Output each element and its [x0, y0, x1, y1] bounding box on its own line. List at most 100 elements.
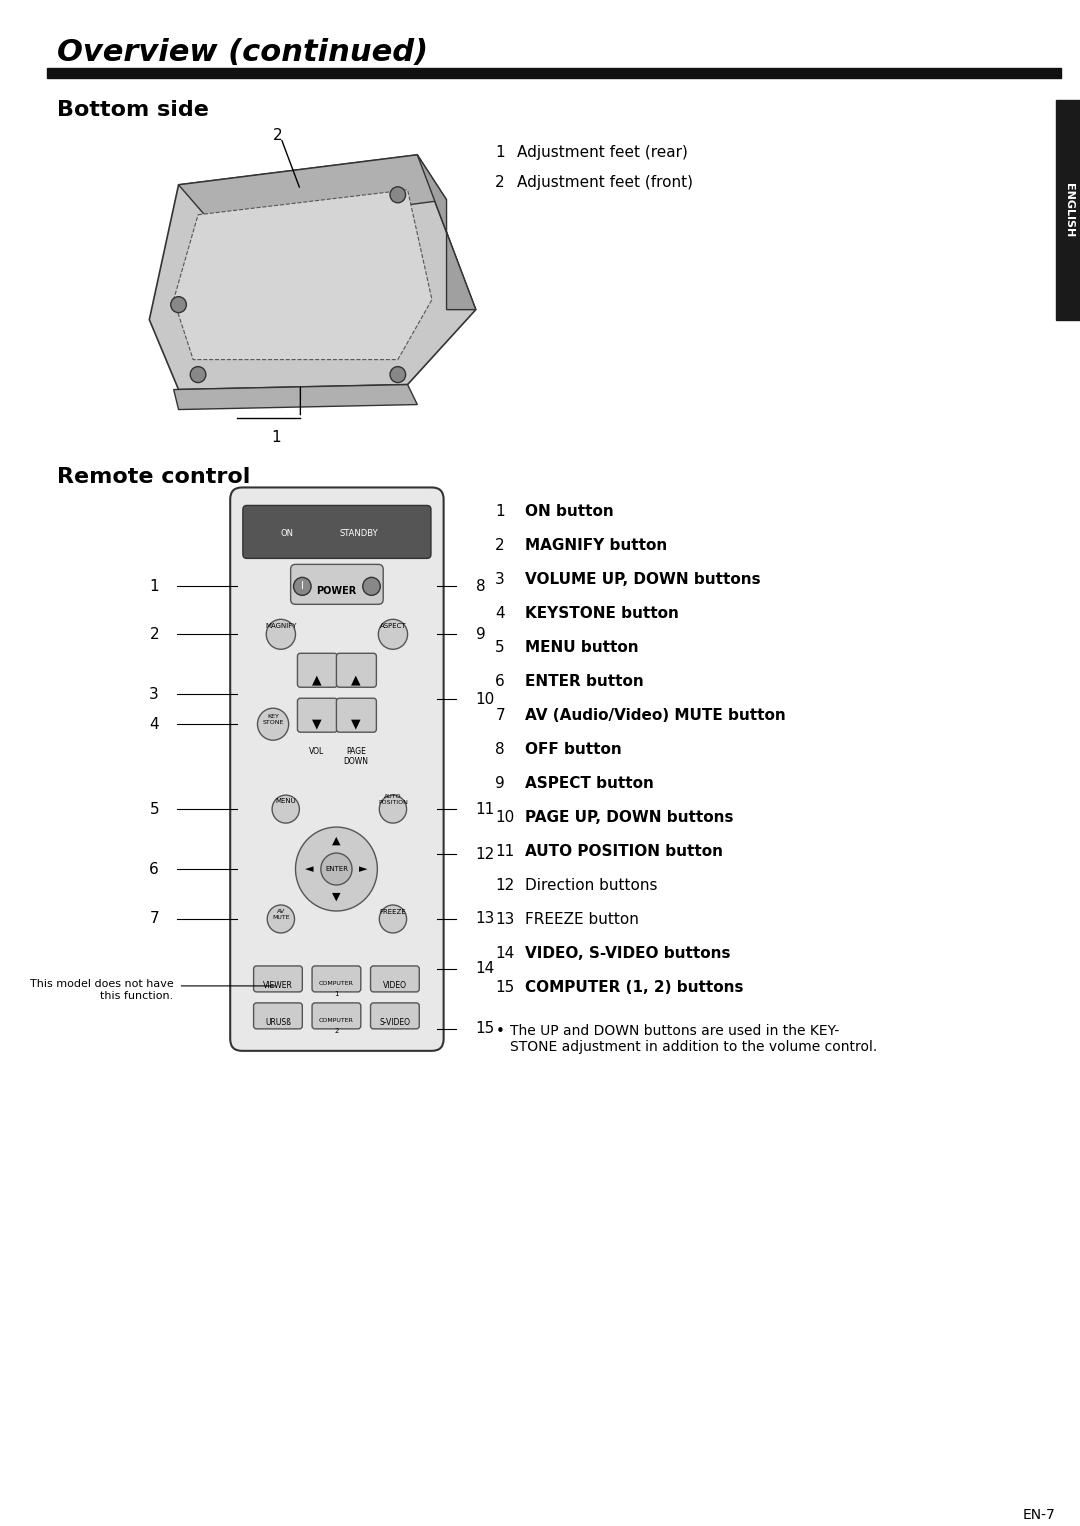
Text: 14: 14 — [476, 961, 495, 977]
Text: 13: 13 — [476, 911, 495, 926]
Text: 12: 12 — [496, 877, 514, 893]
Bar — [48, 69, 1061, 78]
Circle shape — [390, 366, 406, 383]
Circle shape — [379, 905, 406, 932]
Text: 2: 2 — [149, 627, 159, 642]
Text: ▼: ▼ — [333, 893, 340, 902]
Text: ▲: ▲ — [351, 673, 361, 687]
Text: MAGNIFY button: MAGNIFY button — [525, 539, 666, 554]
Text: AUTO POSITION button: AUTO POSITION button — [525, 844, 723, 859]
Circle shape — [379, 795, 406, 823]
Text: OFF button: OFF button — [525, 742, 621, 757]
Text: ►: ► — [360, 864, 368, 874]
Text: 8: 8 — [496, 742, 505, 757]
Text: 15: 15 — [496, 980, 514, 995]
Text: COMPUTER (1, 2) buttons: COMPUTER (1, 2) buttons — [525, 980, 743, 995]
Text: ASPECT button: ASPECT button — [525, 777, 653, 790]
Text: AUTO
POSITION: AUTO POSITION — [378, 794, 408, 804]
Text: COMPUTER: COMPUTER — [319, 981, 354, 986]
Text: AV
MUTE: AV MUTE — [272, 909, 289, 920]
Text: 1: 1 — [496, 145, 505, 160]
Text: 8: 8 — [476, 578, 485, 594]
FancyBboxPatch shape — [254, 966, 302, 992]
Text: The UP and DOWN buttons are used in the KEY-
STONE adjustment in addition to the: The UP and DOWN buttons are used in the … — [510, 1024, 877, 1054]
Text: Remote control: Remote control — [57, 467, 251, 487]
Text: MENU: MENU — [275, 798, 296, 804]
Text: 4: 4 — [496, 606, 505, 621]
FancyBboxPatch shape — [243, 505, 431, 559]
Text: AV (Audio/Video) MUTE button: AV (Audio/Video) MUTE button — [525, 708, 785, 723]
FancyBboxPatch shape — [370, 966, 419, 992]
FancyBboxPatch shape — [370, 1003, 419, 1029]
Text: EN-7: EN-7 — [1023, 1508, 1055, 1523]
Polygon shape — [174, 189, 432, 360]
Text: ENTER button: ENTER button — [525, 674, 644, 690]
Text: ON button: ON button — [525, 505, 613, 519]
Text: ON: ON — [281, 530, 294, 539]
Text: DOWN: DOWN — [343, 757, 368, 766]
Text: 9: 9 — [476, 627, 486, 642]
Text: 12: 12 — [476, 847, 495, 862]
Text: 11: 11 — [496, 844, 514, 859]
Text: Bottom side: Bottom side — [57, 99, 208, 121]
Text: S-VIDEO: S-VIDEO — [379, 1018, 410, 1027]
Text: Overview (continued): Overview (continued) — [57, 38, 428, 67]
FancyBboxPatch shape — [337, 653, 377, 687]
Polygon shape — [417, 154, 476, 310]
Text: URUSß: URUSß — [265, 1018, 291, 1027]
Text: This model does not have
this function.: This model does not have this function. — [30, 978, 174, 1001]
Text: 1: 1 — [334, 990, 339, 996]
Text: VOL: VOL — [309, 748, 325, 757]
Text: ◄: ◄ — [305, 864, 313, 874]
Text: I: I — [301, 581, 303, 592]
Text: 1: 1 — [496, 505, 505, 519]
Circle shape — [321, 853, 352, 885]
Circle shape — [171, 296, 187, 313]
Text: ▲: ▲ — [312, 673, 322, 687]
Text: MENU button: MENU button — [525, 641, 638, 655]
Text: 7: 7 — [149, 911, 159, 926]
Text: Direction buttons: Direction buttons — [525, 877, 657, 893]
FancyBboxPatch shape — [312, 966, 361, 992]
Text: VIDEO: VIDEO — [383, 981, 407, 990]
Polygon shape — [149, 154, 476, 389]
Circle shape — [190, 366, 206, 383]
Polygon shape — [178, 154, 446, 230]
Circle shape — [363, 577, 380, 595]
Text: PAGE UP, DOWN buttons: PAGE UP, DOWN buttons — [525, 810, 733, 826]
Text: 4: 4 — [149, 717, 159, 731]
Text: 5: 5 — [149, 801, 159, 816]
Circle shape — [378, 620, 407, 649]
Text: FREEZE: FREEZE — [379, 909, 406, 916]
Text: ASPECT: ASPECT — [380, 623, 406, 629]
Text: 10: 10 — [496, 810, 514, 826]
Text: FREEZE button: FREEZE button — [525, 913, 638, 926]
Circle shape — [267, 620, 296, 649]
Text: ▼: ▼ — [351, 717, 361, 731]
Text: 1: 1 — [271, 429, 281, 444]
Text: Adjustment feet (rear): Adjustment feet (rear) — [516, 145, 688, 160]
Circle shape — [267, 905, 295, 932]
FancyBboxPatch shape — [297, 653, 337, 687]
Text: •: • — [496, 1024, 504, 1039]
Text: ▼: ▼ — [312, 717, 322, 731]
Circle shape — [390, 186, 406, 203]
Text: VOLUME UP, DOWN buttons: VOLUME UP, DOWN buttons — [525, 572, 760, 588]
Circle shape — [257, 708, 288, 740]
Polygon shape — [174, 385, 417, 409]
Text: ENTER: ENTER — [325, 867, 348, 871]
Text: 3: 3 — [496, 572, 505, 588]
Text: KEY
STONE: KEY STONE — [262, 714, 284, 725]
Text: VIDEO, S-VIDEO buttons: VIDEO, S-VIDEO buttons — [525, 946, 730, 961]
Text: 15: 15 — [476, 1021, 495, 1036]
Text: STANDBY: STANDBY — [339, 530, 378, 539]
Text: 9: 9 — [496, 777, 505, 790]
Text: COMPUTER: COMPUTER — [319, 1018, 354, 1022]
Circle shape — [294, 577, 311, 595]
FancyBboxPatch shape — [297, 699, 337, 732]
Text: 2: 2 — [496, 175, 505, 189]
FancyBboxPatch shape — [291, 565, 383, 604]
Text: PAGE: PAGE — [346, 748, 366, 757]
Text: ENGLISH: ENGLISH — [1064, 183, 1075, 237]
Text: KEYSTONE button: KEYSTONE button — [525, 606, 678, 621]
